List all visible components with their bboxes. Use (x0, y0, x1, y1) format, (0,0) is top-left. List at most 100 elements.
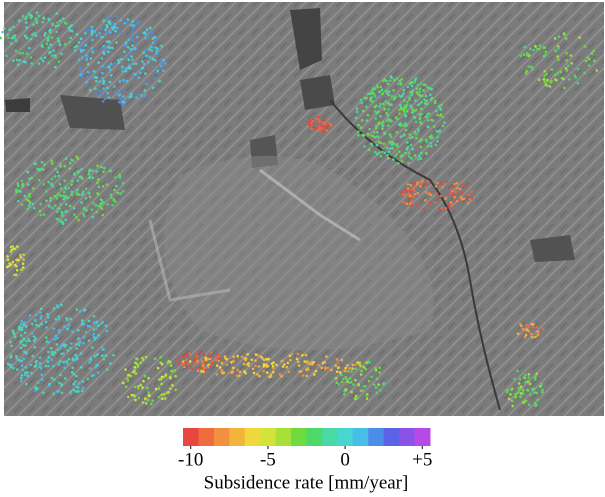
colorbar-segment (183, 428, 199, 446)
ps-point (326, 367, 329, 370)
ps-point (142, 67, 145, 70)
ps-point (102, 51, 105, 54)
ps-point (71, 180, 74, 183)
ps-point (411, 111, 414, 114)
ps-point (305, 354, 308, 357)
ps-point (419, 87, 422, 90)
ps-point (416, 87, 419, 90)
ps-point (76, 193, 79, 196)
ps-point (384, 151, 387, 154)
ps-point (375, 127, 378, 130)
ps-point (130, 95, 133, 98)
ps-point (26, 52, 29, 55)
ps-point (317, 118, 320, 121)
ps-point (356, 110, 359, 113)
ps-point (30, 372, 33, 375)
ps-point (95, 211, 98, 214)
ps-point (426, 115, 429, 118)
ps-point (272, 361, 275, 364)
ps-point (49, 199, 52, 202)
ps-point (102, 87, 105, 90)
ps-point (40, 317, 43, 320)
ps-point (44, 32, 47, 35)
ps-point (30, 62, 33, 65)
ps-point (126, 377, 129, 380)
ps-point (98, 186, 101, 189)
ps-point (127, 46, 130, 49)
ps-point (48, 46, 51, 49)
ps-point (380, 86, 383, 89)
ps-point (85, 197, 88, 200)
ps-point (390, 135, 393, 138)
ps-point (357, 134, 360, 137)
ps-point (546, 79, 549, 82)
ps-point (391, 147, 394, 150)
ps-point (88, 29, 91, 32)
ps-point (189, 360, 192, 363)
ps-point (122, 182, 125, 185)
ps-point (93, 355, 96, 358)
ps-point (14, 336, 17, 339)
ps-point (131, 58, 134, 61)
ps-point (115, 185, 118, 188)
ps-point (282, 359, 285, 362)
ps-point (106, 40, 109, 43)
ps-point (98, 205, 101, 208)
ps-point (101, 346, 104, 349)
ps-point (36, 20, 39, 23)
ps-point (93, 374, 96, 377)
ps-point (525, 399, 528, 402)
ps-point (349, 382, 352, 385)
ps-point (55, 25, 58, 28)
ps-point (183, 365, 186, 368)
ps-point (464, 185, 467, 188)
ps-point (92, 177, 95, 180)
ps-point (160, 394, 163, 397)
ps-point (30, 56, 33, 59)
ps-point (80, 201, 83, 204)
ps-point (384, 132, 387, 135)
ps-point (48, 356, 51, 359)
ps-point (387, 124, 390, 127)
ps-point (38, 62, 41, 65)
ps-point (383, 108, 386, 111)
ps-point (63, 343, 66, 346)
ps-point (20, 334, 23, 337)
ps-point (175, 359, 178, 362)
ps-point (27, 183, 30, 186)
ps-point (209, 365, 212, 368)
ps-point (109, 31, 112, 34)
ps-point (103, 80, 106, 83)
ps-point (125, 67, 128, 70)
ps-point (395, 116, 398, 119)
ps-point (524, 374, 527, 377)
ps-point (95, 170, 98, 173)
ps-point (357, 124, 360, 127)
ps-point (360, 102, 363, 105)
ps-point (102, 170, 105, 173)
ps-point (48, 18, 51, 21)
ps-point (66, 362, 69, 365)
ps-point (427, 145, 430, 148)
ps-point (403, 99, 406, 102)
ps-point (30, 364, 33, 367)
ps-point (67, 196, 70, 199)
ps-point (523, 53, 526, 56)
ps-point (525, 334, 528, 337)
ps-point (55, 56, 58, 59)
ps-point (109, 68, 112, 71)
ps-point (410, 157, 413, 160)
ps-point (28, 47, 31, 50)
ps-point (119, 192, 122, 195)
ps-point (86, 76, 89, 79)
ps-point (244, 359, 247, 362)
ps-point (57, 37, 60, 40)
ps-point (450, 201, 453, 204)
ps-point (7, 258, 10, 261)
ps-point (113, 26, 116, 29)
ps-point (306, 375, 309, 378)
ps-point (129, 375, 132, 378)
ps-point (118, 94, 121, 97)
ps-point (149, 27, 152, 30)
ps-point (410, 94, 413, 97)
